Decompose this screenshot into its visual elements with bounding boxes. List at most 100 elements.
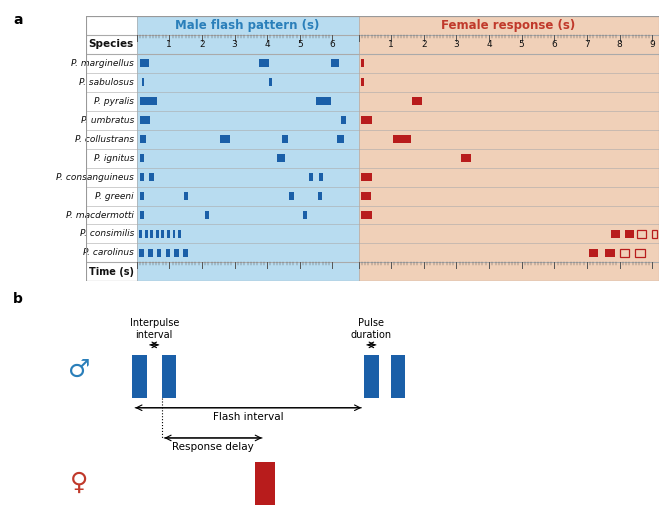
Text: P. greeni: P. greeni (95, 191, 134, 200)
Bar (140, 135, 146, 143)
Bar (150, 230, 154, 238)
Text: b: b (13, 292, 23, 306)
Text: ♀: ♀ (70, 471, 89, 495)
Bar (269, 78, 272, 86)
Bar (142, 78, 144, 86)
Bar (140, 97, 157, 105)
Bar (140, 192, 144, 200)
Bar (626, 230, 634, 238)
Bar (255, 462, 275, 505)
Text: 5: 5 (297, 40, 303, 49)
Bar (620, 249, 630, 257)
Bar (393, 135, 411, 143)
Bar (338, 135, 344, 143)
Text: Species: Species (89, 39, 134, 49)
Bar (162, 355, 176, 398)
Text: P. consanguineus: P. consanguineus (56, 173, 134, 181)
Text: 6: 6 (330, 40, 335, 49)
Text: 9: 9 (649, 40, 655, 49)
Bar (136, 16, 359, 281)
Bar (140, 154, 144, 162)
Bar (259, 59, 269, 67)
Bar (309, 173, 314, 181)
Bar (605, 249, 614, 257)
Bar (461, 154, 471, 162)
Text: 6: 6 (551, 40, 557, 49)
Bar (140, 173, 144, 181)
Text: P. umbratus: P. umbratus (81, 116, 134, 125)
Bar (361, 192, 371, 200)
Bar (178, 230, 181, 238)
Text: 5: 5 (519, 40, 524, 49)
Bar (391, 355, 405, 398)
Bar (638, 230, 646, 238)
Bar (316, 97, 331, 105)
Bar (361, 78, 364, 86)
Bar (364, 355, 379, 398)
Bar (175, 249, 179, 257)
Bar (359, 16, 659, 281)
Bar (331, 59, 339, 67)
Bar (303, 211, 307, 219)
Bar (140, 59, 149, 67)
Bar (139, 249, 144, 257)
Text: 2: 2 (199, 40, 205, 49)
Bar (156, 230, 159, 238)
Bar (132, 355, 147, 398)
Bar (318, 192, 322, 200)
Bar (173, 230, 175, 238)
Bar (361, 59, 364, 67)
Bar (282, 135, 289, 143)
Bar (140, 211, 144, 219)
Text: P. ignitus: P. ignitus (93, 154, 134, 163)
Text: P. pyralis: P. pyralis (94, 97, 134, 106)
Text: 4: 4 (486, 40, 492, 49)
Text: Flash interval: Flash interval (213, 412, 283, 422)
Text: 7: 7 (584, 40, 590, 49)
Bar (361, 211, 372, 219)
Text: Female response (s): Female response (s) (442, 19, 576, 32)
Bar (340, 116, 346, 124)
Text: 1: 1 (166, 40, 172, 49)
Text: 2: 2 (421, 40, 426, 49)
Bar (289, 192, 294, 200)
Bar (140, 116, 150, 124)
Text: P. marginellus: P. marginellus (71, 59, 134, 68)
Bar (139, 230, 142, 238)
Bar (145, 230, 148, 238)
Bar (149, 173, 154, 181)
Text: P. consimilis: P. consimilis (79, 229, 134, 238)
Bar (157, 249, 162, 257)
Bar (589, 249, 598, 257)
Bar (412, 97, 422, 105)
Text: Interpulse
interval: Interpulse interval (130, 318, 179, 340)
Bar (183, 249, 188, 257)
Text: ♂: ♂ (68, 358, 91, 382)
Text: Time (s): Time (s) (89, 267, 134, 277)
Bar (361, 173, 372, 181)
Bar (167, 230, 170, 238)
Text: 4: 4 (264, 40, 270, 49)
Text: P. collustrans: P. collustrans (75, 135, 134, 144)
Text: Response delay: Response delay (172, 442, 254, 452)
Text: P. macdermotti: P. macdermotti (66, 210, 134, 219)
Bar (166, 249, 170, 257)
Text: 1: 1 (388, 40, 394, 49)
Bar (318, 173, 323, 181)
Text: P. sabulosus: P. sabulosus (79, 78, 134, 87)
Bar (612, 230, 620, 238)
Text: Male flash pattern (s): Male flash pattern (s) (175, 19, 320, 32)
Text: 3: 3 (453, 40, 459, 49)
Bar (277, 154, 285, 162)
Text: P. carolinus: P. carolinus (83, 248, 134, 257)
Text: a: a (13, 13, 23, 27)
Bar (205, 211, 209, 219)
Bar (361, 116, 372, 124)
Bar (148, 249, 153, 257)
Bar (651, 230, 657, 238)
Bar (162, 230, 164, 238)
Text: 3: 3 (232, 40, 238, 49)
Text: Pulse
duration: Pulse duration (351, 318, 392, 340)
Bar (636, 249, 645, 257)
Text: 8: 8 (617, 40, 622, 49)
